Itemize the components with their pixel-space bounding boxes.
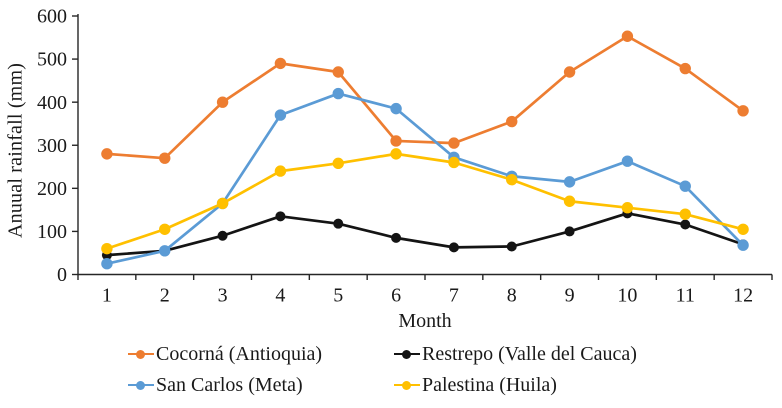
data-point xyxy=(101,258,113,270)
x-tick-label: 1 xyxy=(102,285,112,307)
data-point xyxy=(621,202,634,214)
data-point xyxy=(333,218,344,229)
data-point xyxy=(680,219,691,230)
data-point xyxy=(506,241,517,252)
data-point xyxy=(216,96,229,108)
x-axis: 1 2 3 4 5 6 7 8 9 10 11 12 xyxy=(77,273,773,307)
y-tick-label: 200 xyxy=(37,178,67,200)
data-point xyxy=(679,208,691,220)
data-point xyxy=(101,242,113,255)
rainfall-chart: 0 100 200 300 400 500 600 1 2 3 4 5 6 7 8 9 10 11 12 xyxy=(37,6,773,307)
x-tick-label: 7 xyxy=(449,285,459,307)
x-tick-label: 3 xyxy=(218,285,228,307)
legend-label-san-carlos: San Carlos (Meta) xyxy=(156,374,303,396)
data-point xyxy=(101,148,113,160)
series-restrepo-valle-del-cauca xyxy=(101,208,749,261)
x-tick-label: 2 xyxy=(160,285,170,307)
legend-label-cocorna: Cocorná (Antioquia) xyxy=(156,343,323,365)
series-cocorna-antioquia xyxy=(101,30,749,164)
data-point xyxy=(621,155,634,167)
legend-marker-restrepo-icon xyxy=(394,347,420,361)
legend-marker-palestina-icon xyxy=(394,378,420,392)
y-tick-label: 100 xyxy=(37,221,67,243)
legend-label-restrepo: Restrepo (Valle del Cauca) xyxy=(422,343,637,365)
legend-item-cocorna: Cocorná (Antioquia) xyxy=(128,340,394,368)
y-tick-label: 600 xyxy=(37,6,67,28)
x-tick-label: 9 xyxy=(565,285,575,307)
data-point xyxy=(737,105,749,117)
data-point xyxy=(563,66,576,78)
data-point xyxy=(679,180,691,192)
legend-marker-san-carlos-icon xyxy=(128,378,154,392)
series-line xyxy=(105,152,745,250)
data-point xyxy=(216,197,229,210)
data-point xyxy=(332,87,344,100)
legend-item-palestina: Palestina (Huila) xyxy=(394,371,637,399)
data-point xyxy=(274,109,287,121)
x-tick-label: 11 xyxy=(676,285,695,307)
x-tick-label: 6 xyxy=(391,285,401,307)
x-axis-title: Month xyxy=(398,310,452,332)
data-point xyxy=(274,57,287,70)
data-point xyxy=(159,152,171,164)
y-tick-label: 0 xyxy=(57,264,67,286)
data-point xyxy=(159,245,171,257)
data-point xyxy=(275,211,286,222)
data-point xyxy=(506,115,518,128)
data-point xyxy=(332,157,344,170)
chart-legend: Cocorná (Antioquia) Restrepo (Valle del … xyxy=(128,340,637,399)
legend-item-san-carlos: San Carlos (Meta) xyxy=(128,371,394,399)
series-line xyxy=(105,211,745,257)
data-point xyxy=(448,156,460,169)
data-point xyxy=(621,30,634,42)
x-tick-label: 4 xyxy=(275,285,285,307)
data-point xyxy=(332,66,344,78)
data-point xyxy=(563,176,576,188)
series-line xyxy=(105,92,745,266)
data-point xyxy=(564,226,575,237)
x-tick-label: 10 xyxy=(617,285,637,307)
legend-label-palestina: Palestina (Huila) xyxy=(422,374,557,396)
data-point xyxy=(448,242,459,253)
data-point xyxy=(391,232,402,243)
legend-marker-cocorna-icon xyxy=(128,347,154,361)
data-point xyxy=(737,223,749,235)
data-point xyxy=(506,174,518,186)
data-point xyxy=(390,102,402,115)
y-tick-label: 500 xyxy=(37,49,67,71)
y-axis: 0 100 200 300 400 500 600 xyxy=(37,6,79,286)
data-point xyxy=(737,239,749,251)
x-tick-label: 5 xyxy=(333,285,343,307)
data-point xyxy=(563,195,576,207)
data-point xyxy=(390,148,402,160)
data-point xyxy=(448,137,460,149)
x-tick-label: 12 xyxy=(733,285,753,307)
data-point xyxy=(159,223,171,235)
x-tick-label: 8 xyxy=(507,285,517,307)
y-tick-label: 400 xyxy=(37,92,67,114)
data-point xyxy=(679,62,691,75)
series-palestina-huila xyxy=(101,148,749,255)
data-point xyxy=(274,165,287,177)
data-point xyxy=(390,135,402,147)
legend-item-restrepo: Restrepo (Valle del Cauca) xyxy=(394,340,637,368)
y-tick-label: 300 xyxy=(37,135,67,157)
data-point xyxy=(217,230,228,241)
series-line xyxy=(105,34,745,160)
